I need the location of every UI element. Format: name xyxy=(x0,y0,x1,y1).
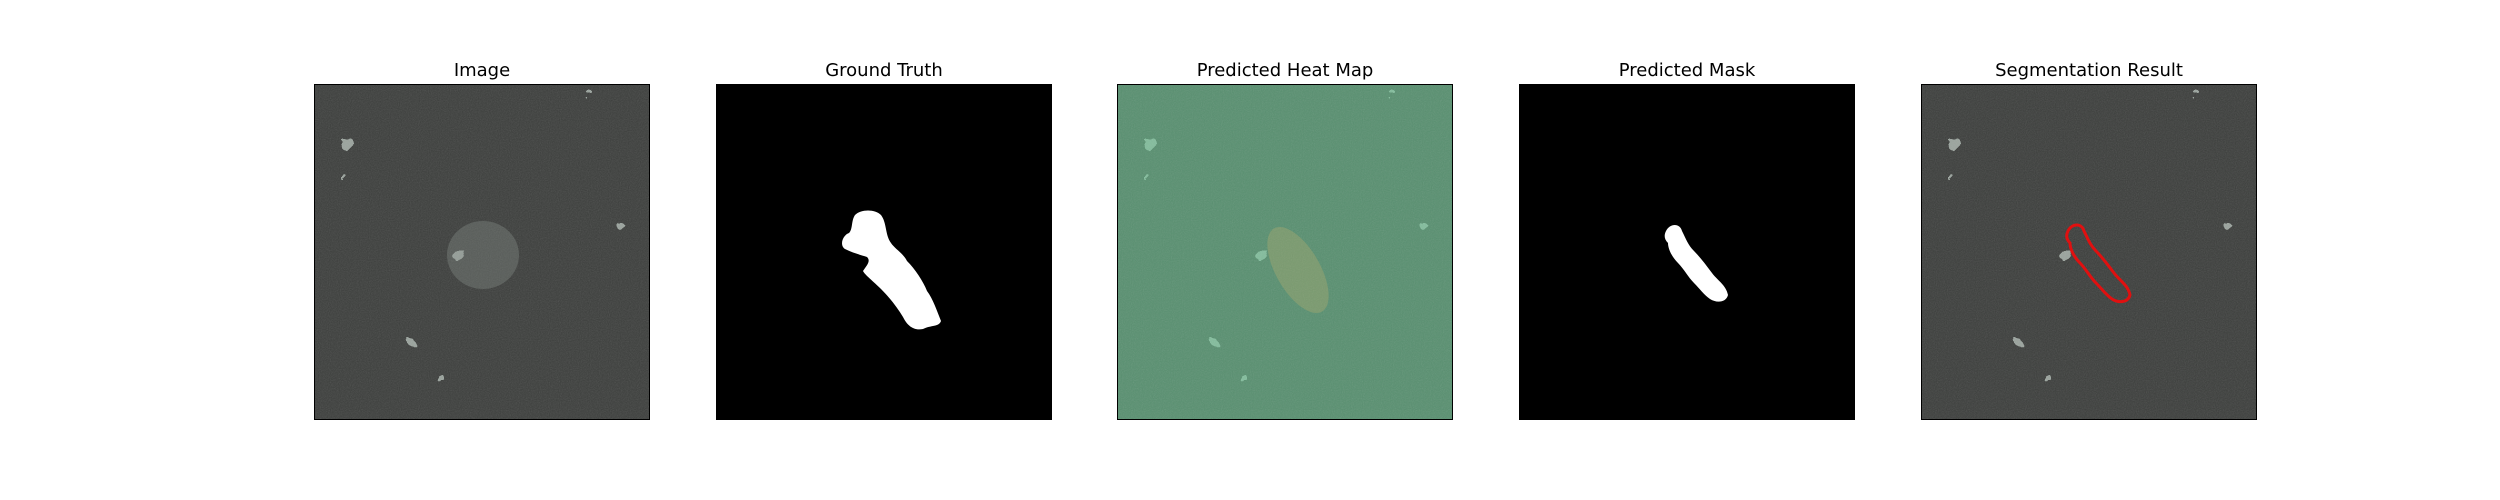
ground-truth-panel: Ground Truth xyxy=(716,0,1052,500)
ground-truth-title: Ground Truth xyxy=(825,60,943,81)
segmentation-result-view xyxy=(1921,84,2257,420)
predicted-mask-shape xyxy=(1664,225,1728,302)
predicted-mask-view xyxy=(1519,84,1855,420)
heat-hotspot xyxy=(1267,227,1329,313)
heat-map-view xyxy=(1117,84,1453,420)
image-panel: Image xyxy=(314,0,650,500)
defect-region xyxy=(447,221,519,289)
heat-map-image xyxy=(1118,85,1452,419)
predicted-mask xyxy=(1520,85,1854,419)
predicted-mask-panel: Predicted Mask xyxy=(1519,0,1855,500)
texture-image xyxy=(315,85,649,419)
segmentation-contour xyxy=(2065,223,2132,304)
segmentation-result-image xyxy=(1922,85,2256,419)
segmentation-result-title: Segmentation Result xyxy=(1995,60,2183,81)
heat-map-title: Predicted Heat Map xyxy=(1196,60,1374,81)
ground-truth-view xyxy=(716,84,1052,420)
segmentation-result-panel: Segmentation Result xyxy=(1921,0,2257,500)
ground-truth-mask xyxy=(717,85,1051,419)
image-title: Image xyxy=(453,60,511,81)
heat-map-panel: Predicted Heat Map xyxy=(1117,0,1453,500)
image-view xyxy=(314,84,650,420)
predicted-mask-title: Predicted Mask xyxy=(1618,60,1756,81)
ground-truth-shape xyxy=(842,210,941,330)
